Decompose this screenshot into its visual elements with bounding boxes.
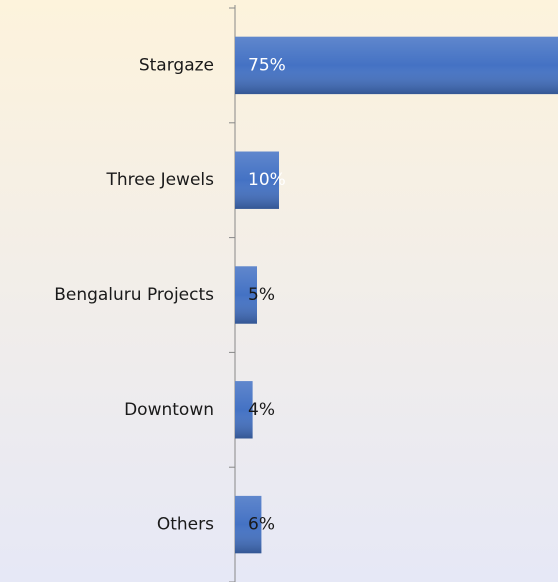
y-tick-label: Others <box>157 515 214 535</box>
y-tick-label: Three Jewels <box>105 170 214 190</box>
data-label: 6% <box>248 515 275 535</box>
data-label: 5% <box>248 285 275 305</box>
y-tick-label: Stargaze <box>139 55 214 75</box>
data-label: 10% <box>248 170 286 190</box>
data-label: 4% <box>248 400 275 420</box>
y-tick-label: Bengaluru Projects <box>54 285 214 305</box>
bar-shade <box>235 151 279 209</box>
bar-shade <box>235 381 253 439</box>
bar-shade <box>235 266 257 324</box>
bar-shade <box>235 36 558 95</box>
data-label: 75% <box>248 55 286 75</box>
y-tick-label: Downtown <box>124 400 214 420</box>
bar-shade <box>235 495 262 554</box>
plot-area: Stargaze 75% Three Jewels 10% Bengaluru Proj… <box>54 5 558 582</box>
